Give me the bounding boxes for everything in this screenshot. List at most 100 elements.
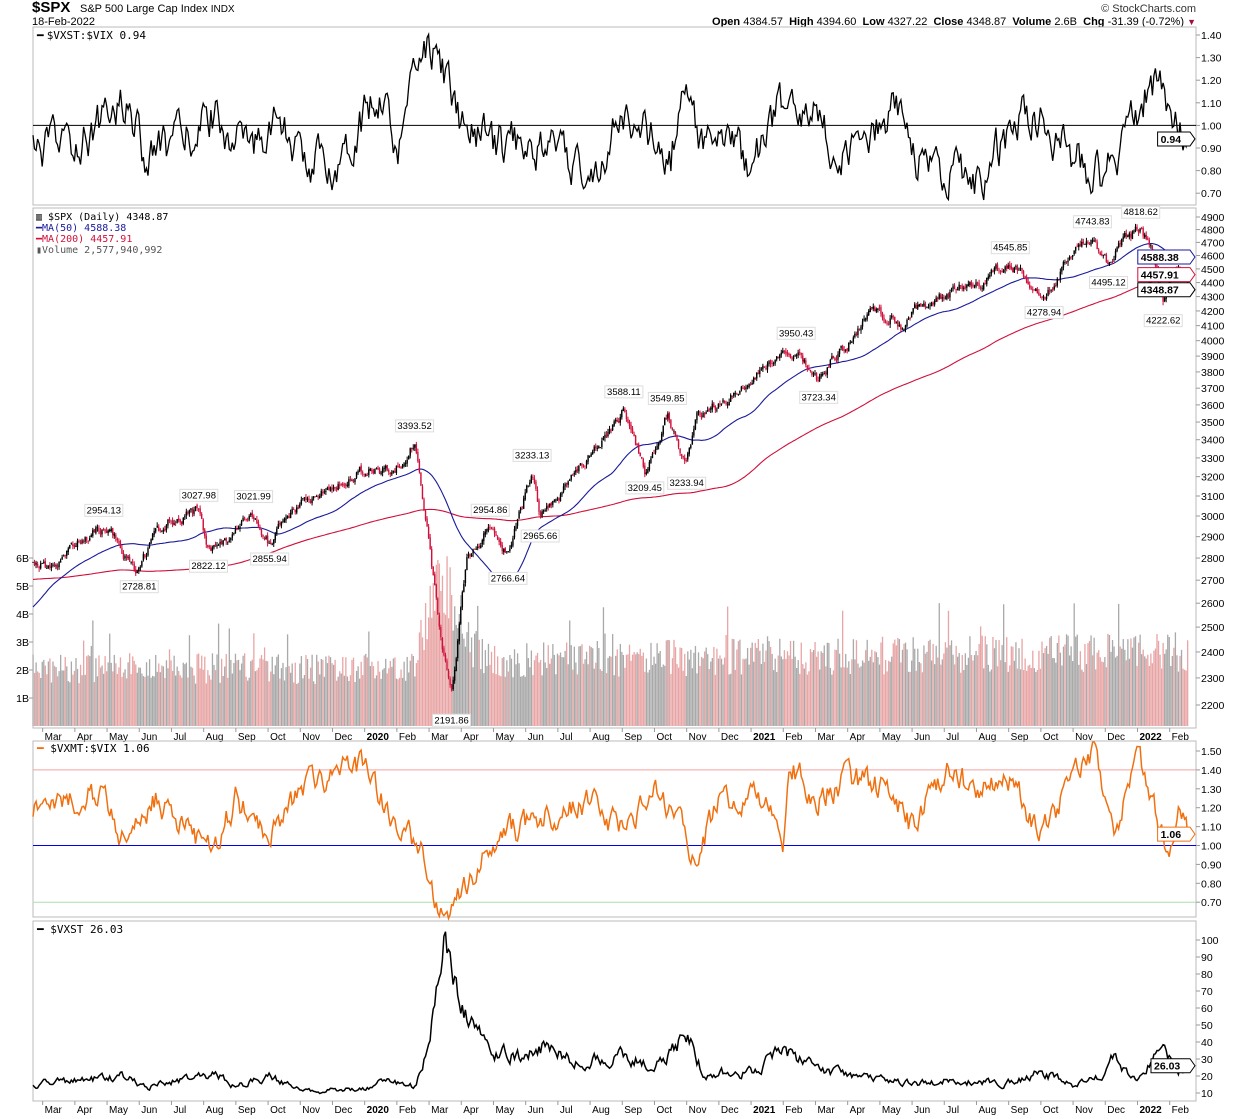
volume-bar (685, 676, 687, 726)
price-annotation: 3027.98 (182, 490, 216, 501)
volume-bar (892, 643, 894, 726)
candle-body (1134, 226, 1137, 231)
candle-body (1096, 241, 1098, 250)
candle-body (153, 530, 155, 535)
volume-bar (549, 663, 551, 726)
volume-bar (478, 639, 480, 726)
volume-bar (446, 556, 448, 726)
volume-bar (1102, 662, 1104, 726)
x-tick-label: Apr (850, 732, 866, 743)
candle-body (228, 540, 230, 542)
candle-body (46, 568, 48, 569)
x-tick-label: Aug (592, 732, 610, 743)
candle-body (358, 466, 361, 471)
volume-bar (352, 657, 355, 726)
volume-bar (1096, 652, 1098, 726)
candle-body (1061, 266, 1063, 272)
x-tick-label: Sep (238, 1105, 256, 1116)
volume-bar (513, 649, 516, 726)
candle-body (716, 409, 718, 411)
volume-bar (93, 682, 96, 726)
volume-bar (964, 653, 966, 726)
candle-body (1116, 247, 1118, 251)
candle-body (713, 403, 715, 408)
candle-body (976, 282, 979, 284)
volume-bar (607, 657, 609, 726)
candle-body (115, 534, 117, 539)
volume-bar (369, 666, 372, 726)
volume-bar (958, 653, 960, 726)
volume-bar (127, 662, 129, 726)
candle-body (384, 465, 387, 469)
candle-body (105, 530, 108, 533)
candle-body (1082, 241, 1085, 244)
volume-bar (575, 662, 577, 726)
volume-bar (802, 664, 804, 726)
volume-bar (700, 656, 703, 726)
candle-body (596, 447, 598, 449)
volume-bar (610, 656, 612, 726)
volume-bar (702, 658, 704, 726)
volume-bar (389, 660, 391, 726)
volume-bar (740, 674, 743, 726)
candle-body (259, 526, 261, 530)
candle-body (921, 305, 924, 307)
volume-label: Volume (1012, 16, 1052, 28)
volume-bar (230, 659, 232, 726)
volume-bar (539, 659, 542, 726)
volume-bar (559, 652, 562, 726)
volume-bar (1064, 644, 1066, 726)
candle-body (1032, 289, 1034, 291)
candle-body (1064, 262, 1066, 264)
candle-body (588, 455, 591, 457)
volume-bar (388, 668, 390, 726)
candle-body (280, 521, 283, 526)
candle-body (64, 555, 66, 557)
candle-body (616, 420, 618, 422)
volume-bar (213, 664, 215, 726)
copyright-link[interactable]: © StockCharts.com (1101, 3, 1196, 15)
candle-body (125, 556, 128, 558)
volume-bar (978, 643, 980, 726)
legend-volume: ▮Volume 2,577,940,992 (36, 245, 162, 256)
candle-body (1074, 246, 1077, 251)
candle-body (101, 529, 103, 535)
volume-bar (342, 657, 344, 726)
candle-body (619, 417, 621, 423)
last-value-tag: 0.94 (1161, 134, 1182, 146)
candle-body (268, 543, 270, 544)
volume-bar (725, 634, 727, 726)
y-tick-label: 4200 (1201, 306, 1225, 318)
candle-body (785, 351, 787, 354)
volume-bar (975, 650, 977, 726)
candle-body (205, 535, 207, 545)
price-annotation: 2766.64 (491, 573, 525, 584)
candle-body (786, 352, 789, 355)
candle-body (332, 486, 335, 490)
volume-bar (221, 658, 223, 726)
volume-bar (152, 675, 154, 726)
candle-body (495, 534, 497, 536)
candle-body (130, 561, 132, 563)
volume-bar (711, 658, 713, 726)
candle-body (164, 529, 166, 531)
candle-body (788, 353, 790, 355)
candle-body (322, 491, 324, 494)
candle-body (220, 541, 223, 545)
candle-body (989, 274, 991, 277)
candle-body (61, 556, 63, 560)
candle-body (794, 355, 796, 357)
x-tick-label: Dec (721, 1105, 739, 1116)
volume-bar (995, 639, 997, 726)
volume-bar (116, 673, 119, 726)
volume-bar (109, 633, 111, 726)
volume-bar (1076, 634, 1078, 726)
volume-bar (1174, 632, 1177, 726)
candle-body (984, 283, 986, 285)
candle-body (996, 264, 999, 270)
volume-bar (214, 670, 217, 726)
candle-body (757, 372, 759, 374)
candle-body (274, 533, 276, 540)
volume-bar (245, 676, 247, 726)
candle-body (526, 485, 528, 493)
